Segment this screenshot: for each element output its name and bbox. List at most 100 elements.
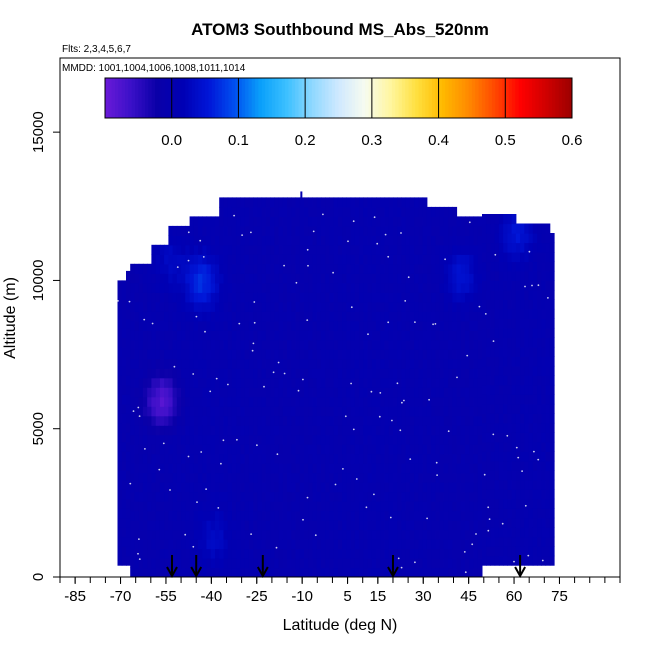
heatmap-cell bbox=[456, 529, 462, 540]
data-dot bbox=[444, 258, 446, 261]
heatmap-cell bbox=[435, 377, 441, 388]
colorbar-segment bbox=[188, 78, 193, 118]
heatmap-cell bbox=[477, 377, 483, 388]
heatmap-cell bbox=[371, 406, 377, 417]
colorbar-segment bbox=[568, 78, 573, 118]
heatmap-cell bbox=[414, 529, 419, 540]
heatmap-cell bbox=[541, 356, 547, 367]
heatmap-cell bbox=[236, 254, 241, 265]
heatmap-cell bbox=[329, 444, 335, 455]
heatmap-cell bbox=[405, 339, 411, 350]
heatmap-cell bbox=[469, 444, 475, 455]
heatmap-cell bbox=[486, 289, 491, 300]
heatmap-cell bbox=[304, 501, 309, 512]
heatmap-cell bbox=[524, 223, 530, 234]
data-dot bbox=[162, 442, 165, 445]
heatmap-cell bbox=[448, 558, 453, 569]
heatmap-cell bbox=[147, 520, 152, 531]
heatmap-cell bbox=[371, 520, 377, 531]
heatmap-cell bbox=[299, 510, 305, 521]
heatmap-cell bbox=[414, 263, 419, 274]
heatmap-cell bbox=[393, 539, 398, 550]
heatmap-cell bbox=[227, 273, 233, 284]
heatmap-cell bbox=[320, 377, 326, 388]
heatmap-cell bbox=[304, 425, 309, 436]
heatmap-cell bbox=[304, 539, 309, 550]
heatmap-cell bbox=[189, 434, 195, 445]
heatmap-cell bbox=[291, 330, 297, 341]
heatmap-cell bbox=[515, 346, 521, 357]
heatmap-cell bbox=[520, 508, 525, 519]
heatmap-cell bbox=[473, 406, 479, 417]
heatmap-cell bbox=[452, 491, 458, 502]
heatmap-cell bbox=[507, 517, 513, 528]
heatmap-cell bbox=[189, 387, 195, 398]
heatmap-cell bbox=[384, 567, 390, 577]
heatmap-cell bbox=[460, 349, 466, 360]
heatmap-cell bbox=[537, 413, 542, 424]
heatmap-cell bbox=[295, 216, 301, 227]
heatmap-cell bbox=[498, 451, 504, 462]
heatmap-cell bbox=[231, 415, 237, 426]
heatmap-cell bbox=[549, 403, 555, 414]
heatmap-cell bbox=[371, 263, 377, 274]
heatmap-cell bbox=[304, 263, 309, 274]
heatmap-cell bbox=[206, 406, 212, 417]
heatmap-cell bbox=[142, 501, 148, 512]
data-dot bbox=[547, 297, 549, 299]
heatmap-cell bbox=[371, 339, 377, 350]
heatmap-cell bbox=[316, 529, 322, 540]
heatmap-cell bbox=[244, 406, 250, 417]
heatmap-cell bbox=[397, 548, 402, 559]
heatmap-cell bbox=[244, 463, 250, 474]
heatmap-cell bbox=[223, 491, 229, 502]
heatmap-cell bbox=[308, 254, 313, 265]
heatmap-cell bbox=[240, 491, 246, 502]
heatmap-cell bbox=[367, 282, 373, 293]
heatmap-cell bbox=[142, 406, 148, 417]
heatmap-cell bbox=[325, 206, 330, 217]
heatmap-cell bbox=[304, 216, 309, 227]
heatmap-cell bbox=[418, 235, 424, 246]
data-dot bbox=[524, 285, 526, 288]
heatmap-cell bbox=[490, 527, 496, 538]
heatmap-cell bbox=[134, 377, 140, 388]
colorbar-segment bbox=[495, 78, 500, 118]
heatmap-cell bbox=[164, 301, 169, 312]
heatmap-cell bbox=[329, 567, 335, 577]
heatmap-cell bbox=[295, 358, 301, 369]
heatmap-cell bbox=[261, 254, 267, 265]
heatmap-cell bbox=[414, 425, 419, 436]
heatmap-cell bbox=[418, 520, 424, 531]
heatmap-cell bbox=[346, 482, 352, 493]
heatmap-cell bbox=[448, 292, 453, 303]
heatmap-cell bbox=[215, 482, 220, 493]
heatmap-cell bbox=[545, 356, 551, 367]
heatmap-cell bbox=[117, 318, 123, 329]
heatmap-cell bbox=[443, 273, 449, 284]
heatmap-cell bbox=[359, 548, 364, 559]
heatmap-cell bbox=[138, 330, 144, 341]
heatmap-cell bbox=[524, 252, 530, 263]
heatmap-cell bbox=[473, 510, 479, 521]
heatmap-cell bbox=[159, 491, 165, 502]
heatmap-cell bbox=[215, 358, 220, 369]
heatmap-cell bbox=[426, 358, 432, 369]
heatmap-cell bbox=[435, 368, 441, 379]
heatmap-cell bbox=[537, 403, 542, 414]
data-dot bbox=[250, 231, 252, 234]
heatmap-cell bbox=[274, 377, 280, 388]
heatmap-cell bbox=[219, 501, 224, 512]
heatmap-cell bbox=[215, 444, 220, 455]
heatmap-cell bbox=[295, 377, 301, 388]
heatmap-cell bbox=[274, 396, 280, 407]
heatmap-cell bbox=[299, 463, 305, 474]
heatmap-cell bbox=[257, 510, 263, 521]
heatmap-cell bbox=[350, 244, 356, 255]
heatmap-cell bbox=[439, 501, 445, 512]
heatmap-cell bbox=[384, 463, 390, 474]
heatmap-cell bbox=[397, 377, 402, 388]
heatmap-cell bbox=[422, 548, 428, 559]
colorbar-segment bbox=[348, 78, 353, 118]
heatmap-cell bbox=[193, 406, 199, 417]
